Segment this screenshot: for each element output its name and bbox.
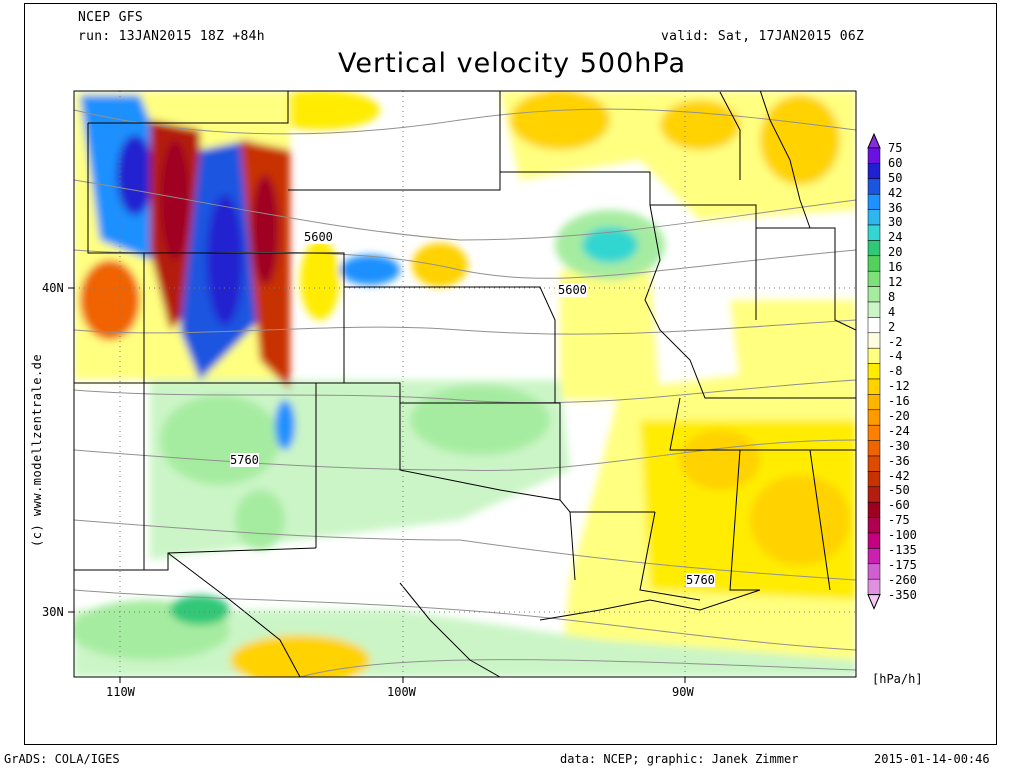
- colorbar-level-label: -20: [888, 408, 910, 423]
- map-title: Vertical velocity 500hPa: [337, 48, 686, 79]
- colorbar-swatch: [867, 178, 881, 195]
- colorbar-swatch: [867, 332, 881, 349]
- colorbar-level-label: -350: [888, 587, 917, 602]
- colorbar-level-label: -30: [888, 438, 910, 453]
- colorbar-level-label: 16: [888, 260, 903, 275]
- colorbar-level-label: -42: [888, 468, 910, 483]
- colorbar-level-label: -16: [888, 394, 910, 409]
- colorbar-level-label: -100: [888, 528, 917, 543]
- shaded-fields: [74, 91, 856, 677]
- velocity-field: [74, 91, 856, 677]
- footer-software: GrADS: COLA/IGES: [4, 752, 120, 766]
- colorbar-swatch: [867, 424, 881, 441]
- legend-unit: [hPa/h]: [872, 672, 923, 686]
- colorbar-level-label: 4: [888, 304, 896, 319]
- graticule: [74, 91, 856, 677]
- colorbar-swatch: [867, 378, 881, 395]
- colorbar-level-label: 30: [888, 215, 903, 230]
- colorbar-level-label: 42: [888, 185, 903, 200]
- colorbar-swatch: [867, 548, 881, 565]
- colorbar-swatch: [867, 501, 881, 518]
- valid-time-label: valid: Sat, 17JAN2015 06Z: [661, 29, 865, 44]
- colorbar-swatch: [867, 286, 881, 303]
- colorbar-level-label: 12: [888, 274, 903, 289]
- lat-label-40n: 40N: [42, 281, 64, 295]
- colorbar-swatch: [867, 163, 881, 180]
- colorbar-level-label: -8: [888, 364, 903, 379]
- colorbar-swatch: [867, 563, 881, 580]
- colorbar-swatch: [867, 347, 881, 364]
- colorbar-level-label: -135: [888, 542, 917, 557]
- colorbar-swatch: [867, 455, 881, 472]
- colorbar-level-label: -12: [888, 379, 910, 394]
- colorbar-swatch: [867, 394, 881, 411]
- axis-ticks: [68, 287, 686, 683]
- colorbar-level-label: -175: [888, 557, 917, 572]
- colorbar-swatch: [867, 486, 881, 503]
- colorbar-swatch: [867, 224, 881, 241]
- colorbar-swatch: [867, 532, 881, 549]
- colorbar-swatch: [867, 363, 881, 380]
- map-border: [73, 90, 857, 678]
- colorbar-swatch: [867, 578, 881, 595]
- contour-label: 5600: [558, 283, 587, 297]
- colorbar-level-label: -2: [888, 334, 903, 349]
- colorbar-level-label: 8: [888, 289, 896, 304]
- colorbar-level-label: -60: [888, 498, 910, 513]
- colorbar-swatch: [867, 517, 881, 534]
- contour-label: 5600: [304, 230, 333, 244]
- colorbar-level-label: 75: [888, 141, 903, 155]
- footer-timestamp: 2015-01-14-00:46: [874, 752, 990, 766]
- lon-label-110w: 110W: [106, 685, 135, 699]
- model-label: NCEP GFS: [78, 10, 144, 25]
- colorbar-level-label: -50: [888, 483, 910, 498]
- colorbar-level-label: -24: [888, 423, 910, 438]
- figure-frame: [24, 3, 997, 745]
- colorbar-swatch: [867, 440, 881, 457]
- lon-label-90w: 90W: [672, 685, 694, 699]
- colorbar-level-label: -36: [888, 453, 910, 468]
- colorbar-swatch: [867, 471, 881, 488]
- colorbar-level-label: 24: [888, 230, 903, 245]
- colorbar-level-label: 20: [888, 245, 903, 260]
- colorbar-swatch: [867, 317, 881, 334]
- credit-text: (c) www.modellzentrale.de: [30, 353, 44, 547]
- colorbar-level-label: -4: [888, 349, 903, 364]
- lon-label-100w: 100W: [387, 685, 416, 699]
- colorbar-level-label: 60: [888, 155, 903, 170]
- colorbar-swatch: [867, 193, 881, 210]
- colorbar-swatch: [867, 147, 881, 164]
- colorbar-swatch: [867, 240, 881, 257]
- contour-label: 5760: [230, 453, 259, 467]
- footer-credit: data: NCEP; graphic: Janek Zimmer: [560, 752, 799, 766]
- colorbar-swatch: [867, 209, 881, 226]
- colorbar-level-label: 50: [888, 170, 903, 185]
- lat-label-30n: 30N: [42, 605, 64, 619]
- colorbar-level-label: -75: [888, 513, 910, 528]
- colorbar-level-label: 36: [888, 200, 903, 215]
- height-contours: [74, 108, 856, 677]
- colorbar-level-label: 2: [888, 319, 896, 334]
- colorbar-top-arrow: [867, 132, 881, 149]
- colorbar-bottom-arrow: [867, 594, 881, 610]
- contour-label: 5760: [686, 573, 715, 587]
- colorbar-swatch: [867, 255, 881, 272]
- colorbar: [867, 132, 881, 610]
- colorbar-level-label: -260: [888, 572, 917, 587]
- run-label: run: 13JAN2015 18Z +84h: [78, 29, 265, 44]
- state-borders: [74, 91, 856, 677]
- colorbar-swatch: [867, 301, 881, 318]
- colorbar-swatch: [867, 409, 881, 426]
- colorbar-swatch: [867, 270, 881, 287]
